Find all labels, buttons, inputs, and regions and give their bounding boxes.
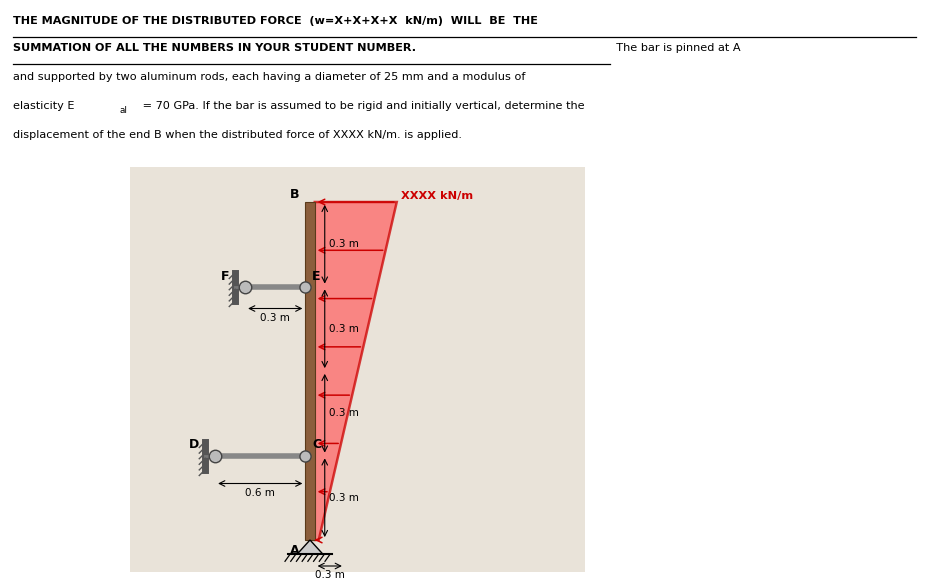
Text: THE MAGNITUDE OF THE DISTRIBUTED FORCE  (w=X+X+X+X  kN/m)  WILL  BE  THE: THE MAGNITUDE OF THE DISTRIBUTED FORCE (… bbox=[13, 16, 537, 26]
Bar bbox=[305, 202, 315, 540]
Text: B: B bbox=[290, 188, 299, 201]
Text: 0.3 m: 0.3 m bbox=[260, 312, 290, 322]
Polygon shape bbox=[297, 540, 323, 554]
Text: E: E bbox=[312, 269, 320, 283]
Text: 0.3 m: 0.3 m bbox=[329, 239, 358, 249]
Text: A: A bbox=[290, 544, 299, 557]
Bar bbox=[130, 167, 585, 572]
Text: SUMMATION OF ALL THE NUMBERS IN YOUR STUDENT NUMBER.: SUMMATION OF ALL THE NUMBERS IN YOUR STU… bbox=[13, 43, 416, 53]
Text: 0.3 m: 0.3 m bbox=[329, 408, 358, 418]
Text: al: al bbox=[120, 106, 128, 116]
Text: = 70 GPa. If the bar is assumed to be rigid and initially vertical, determine th: = 70 GPa. If the bar is assumed to be ri… bbox=[139, 101, 584, 111]
Text: D: D bbox=[188, 439, 199, 451]
Text: C: C bbox=[312, 439, 321, 451]
Text: 0.3 m: 0.3 m bbox=[315, 570, 344, 580]
Text: displacement of the end B when the distributed force of XXXX kN/m. is applied.: displacement of the end B when the distr… bbox=[13, 130, 461, 140]
Text: 0.6 m: 0.6 m bbox=[245, 488, 275, 498]
Text: The bar is pinned at A: The bar is pinned at A bbox=[609, 43, 740, 53]
Text: 0.3 m: 0.3 m bbox=[329, 493, 358, 503]
Text: 0.3 m: 0.3 m bbox=[329, 324, 358, 333]
Text: F: F bbox=[221, 269, 229, 283]
Polygon shape bbox=[315, 202, 396, 540]
Text: elasticity E: elasticity E bbox=[13, 101, 74, 111]
Text: and supported by two aluminum rods, each having a diameter of 25 mm and a modulu: and supported by two aluminum rods, each… bbox=[13, 72, 525, 82]
Text: XXXX kN/m: XXXX kN/m bbox=[400, 191, 472, 201]
